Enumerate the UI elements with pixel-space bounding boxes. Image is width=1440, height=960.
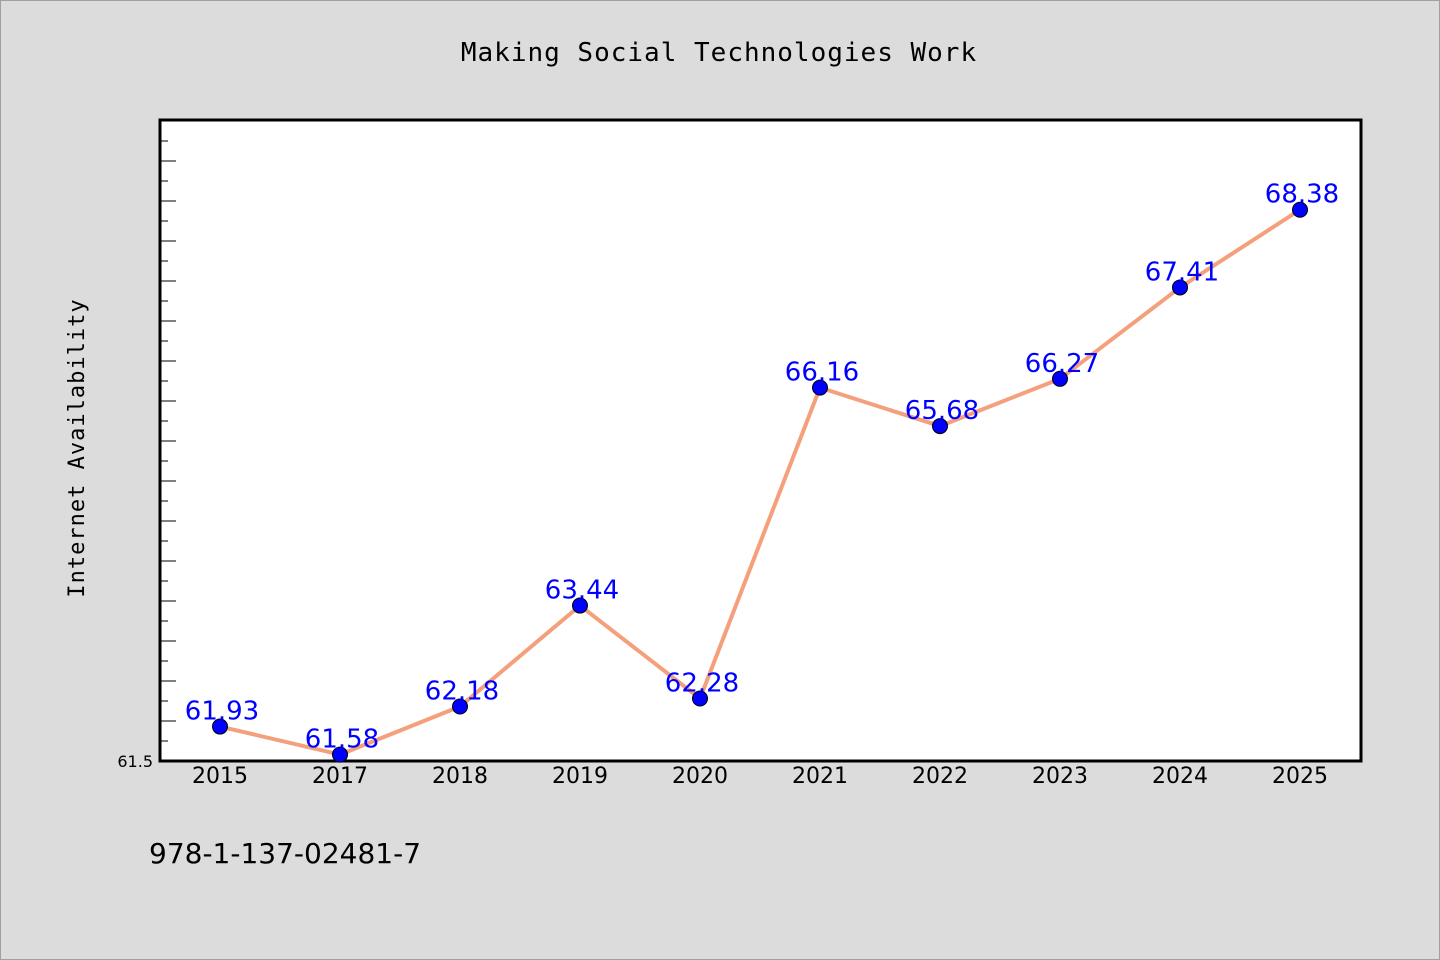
data-point <box>692 690 708 707</box>
data-point <box>932 418 948 435</box>
y-axis-minor-ticks <box>160 120 176 762</box>
y-axis-label: Internet Availability <box>65 298 90 597</box>
data-point <box>812 379 828 396</box>
data-label: 66.16 <box>785 358 859 388</box>
x-tick-label: 2018 <box>432 764 488 789</box>
data-point-markers <box>212 201 1308 763</box>
data-label: 62.28 <box>665 669 739 699</box>
data-label: 65.68 <box>905 396 979 426</box>
x-tick-label: 2020 <box>672 764 728 789</box>
data-point <box>452 698 468 715</box>
x-tick-label: 2023 <box>1032 764 1088 789</box>
data-label: 63.44 <box>545 576 619 606</box>
x-tick-label: 2025 <box>1272 764 1328 789</box>
x-tick-label: 2024 <box>1152 764 1208 789</box>
data-labels: 61.93 61.58 62.18 63.44 62.28 66.16 65.68 66.27… <box>185 180 1339 755</box>
data-point <box>1172 279 1188 296</box>
x-tick-label: 2015 <box>192 764 248 789</box>
x-tick-label: 2019 <box>552 764 608 789</box>
data-point <box>572 597 588 614</box>
data-label: 62.18 <box>425 677 499 707</box>
x-tick-label: 2021 <box>792 764 848 789</box>
series-line <box>218 207 1302 757</box>
data-label: 66.27 <box>1025 349 1099 379</box>
data-point <box>332 746 348 763</box>
data-label: 68.38 <box>1265 180 1339 210</box>
footer-isbn-text: 978-1-137-02481-7 <box>149 837 421 870</box>
y-axis-tick-labels: 61.5 <box>117 752 153 771</box>
data-point <box>212 718 228 735</box>
x-axis-tick-labels: 2015 2017 2018 2019 2020 2021 2022 2023 2024 2025 <box>192 764 1328 789</box>
x-tick-label: 2022 <box>912 764 968 789</box>
chart-title: Making Social Technologies Work <box>461 38 977 68</box>
data-label: 61.58 <box>305 725 379 755</box>
y-tick-label: 61.5 <box>117 752 153 771</box>
data-label: 67.41 <box>1145 257 1219 287</box>
plot-area <box>158 118 1363 763</box>
data-point <box>1292 201 1308 218</box>
data-point <box>1052 370 1068 387</box>
data-label: 61.93 <box>185 697 259 727</box>
x-tick-label: 2017 <box>312 764 368 789</box>
